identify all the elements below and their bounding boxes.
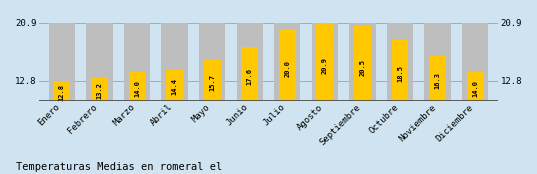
Text: 16.3: 16.3 (434, 72, 440, 89)
Bar (349, 23, 375, 101)
Text: 17.6: 17.6 (246, 68, 253, 85)
Bar (49, 23, 75, 101)
Text: 20.5: 20.5 (359, 59, 366, 76)
Text: 14.0: 14.0 (134, 80, 140, 97)
Bar (424, 23, 451, 101)
Text: 14.0: 14.0 (472, 80, 478, 97)
Bar (316, 23, 333, 101)
Bar (462, 23, 488, 101)
Bar (166, 69, 183, 101)
Bar (53, 81, 70, 101)
Bar (311, 23, 338, 101)
Bar (274, 23, 300, 101)
Bar (467, 72, 484, 101)
Text: Temperaturas Medias en romeral el: Temperaturas Medias en romeral el (16, 162, 222, 172)
Bar (237, 23, 263, 101)
Bar (199, 23, 226, 101)
Bar (429, 56, 446, 101)
Text: 13.2: 13.2 (97, 82, 103, 99)
Bar (86, 23, 113, 101)
Text: 20.0: 20.0 (284, 60, 291, 77)
Bar (91, 78, 108, 101)
Text: 18.5: 18.5 (397, 65, 403, 82)
Bar (354, 26, 371, 101)
Bar (241, 47, 258, 101)
Text: 14.4: 14.4 (171, 78, 178, 95)
Text: 15.7: 15.7 (209, 74, 215, 91)
Bar (279, 29, 296, 101)
Text: 20.9: 20.9 (322, 57, 328, 74)
Bar (128, 72, 146, 101)
Bar (387, 23, 413, 101)
Bar (124, 23, 150, 101)
Bar (204, 60, 221, 101)
Text: 12.8: 12.8 (59, 84, 65, 101)
Bar (162, 23, 188, 101)
Bar (391, 40, 409, 101)
